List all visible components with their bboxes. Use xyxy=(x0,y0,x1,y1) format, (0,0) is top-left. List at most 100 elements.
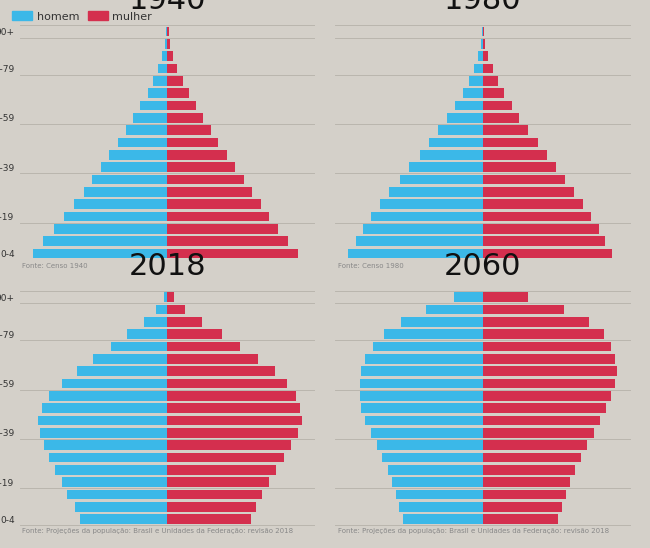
Bar xyxy=(447,113,482,123)
Bar xyxy=(49,391,168,401)
Bar xyxy=(92,175,168,184)
Bar xyxy=(168,403,300,413)
Bar xyxy=(482,403,606,413)
Bar xyxy=(168,477,269,487)
Bar xyxy=(482,416,600,425)
Bar xyxy=(43,236,168,246)
Bar xyxy=(482,236,605,246)
Bar xyxy=(389,187,482,197)
Bar xyxy=(482,477,569,487)
Bar xyxy=(361,367,482,376)
Bar xyxy=(478,52,482,61)
Text: Fonte: Projeções da população: Brasil e Unidades da Federação: revisão 2018: Fonte: Projeções da população: Brasil e … xyxy=(23,528,294,534)
Bar xyxy=(482,101,512,110)
Bar xyxy=(168,101,196,110)
Bar xyxy=(401,317,482,327)
Bar xyxy=(68,490,168,499)
Bar xyxy=(359,391,482,401)
Bar xyxy=(168,453,283,463)
Bar xyxy=(168,224,278,233)
Bar xyxy=(482,293,528,302)
Bar xyxy=(348,249,482,258)
Text: 2018: 2018 xyxy=(129,252,206,281)
Bar xyxy=(168,150,227,159)
Bar xyxy=(365,416,482,425)
Bar xyxy=(168,76,183,85)
Bar xyxy=(382,453,482,463)
Bar xyxy=(168,162,235,172)
Bar xyxy=(44,441,168,450)
Bar xyxy=(157,305,168,315)
Bar xyxy=(482,64,493,73)
Bar xyxy=(55,465,168,475)
Bar xyxy=(482,162,556,172)
Bar xyxy=(148,88,168,98)
Bar xyxy=(392,477,482,487)
Bar xyxy=(84,187,168,197)
Bar xyxy=(33,249,168,258)
Bar xyxy=(482,249,612,258)
Bar xyxy=(376,441,482,450)
Bar xyxy=(118,138,168,147)
Bar xyxy=(168,212,269,221)
Bar xyxy=(482,138,538,147)
Bar xyxy=(133,113,168,123)
Bar xyxy=(482,224,599,233)
Bar xyxy=(168,342,240,351)
Bar xyxy=(168,113,203,123)
Bar xyxy=(482,187,575,197)
Bar xyxy=(482,367,617,376)
Bar xyxy=(153,76,168,85)
Bar xyxy=(168,391,296,401)
Bar xyxy=(168,416,302,425)
Bar xyxy=(482,329,604,339)
Bar xyxy=(482,175,565,184)
Bar xyxy=(469,76,482,85)
Text: 1940: 1940 xyxy=(129,0,206,15)
Bar xyxy=(62,379,168,389)
Bar xyxy=(168,465,276,475)
Bar xyxy=(399,502,482,512)
Bar xyxy=(168,187,252,197)
Bar xyxy=(426,305,482,315)
Bar xyxy=(371,428,482,438)
Bar xyxy=(168,138,218,147)
Bar xyxy=(482,515,558,524)
Legend: homem, mulher: homem, mulher xyxy=(12,11,152,22)
Bar xyxy=(482,354,615,364)
Bar xyxy=(482,391,612,401)
Bar xyxy=(165,39,168,49)
Bar xyxy=(49,453,168,463)
Bar xyxy=(482,27,484,36)
Bar xyxy=(162,52,168,61)
Bar xyxy=(482,428,594,438)
Bar xyxy=(482,342,612,351)
Text: Fonte: Projeções da população: Brasil e Unidades da Federação: revisão 2018: Fonte: Projeções da população: Brasil e … xyxy=(338,528,609,534)
Bar xyxy=(396,490,482,499)
Bar xyxy=(168,515,251,524)
Bar xyxy=(482,76,498,85)
Bar xyxy=(93,354,168,364)
Bar xyxy=(168,125,211,135)
Bar xyxy=(361,403,482,413)
Bar xyxy=(80,515,168,524)
Bar xyxy=(482,379,615,389)
Bar xyxy=(482,52,488,61)
Bar xyxy=(158,64,168,73)
Bar xyxy=(75,502,168,512)
Bar xyxy=(101,162,168,172)
Bar xyxy=(373,342,482,351)
Bar xyxy=(482,125,528,135)
Bar xyxy=(482,453,581,463)
Bar xyxy=(380,199,482,209)
Bar xyxy=(482,212,591,221)
Bar xyxy=(388,465,482,475)
Bar xyxy=(64,212,168,221)
Bar xyxy=(356,236,482,246)
Bar xyxy=(482,317,589,327)
Bar xyxy=(474,64,482,73)
Bar xyxy=(482,113,519,123)
Bar xyxy=(410,162,482,172)
Bar xyxy=(463,88,482,98)
Bar xyxy=(168,379,287,389)
